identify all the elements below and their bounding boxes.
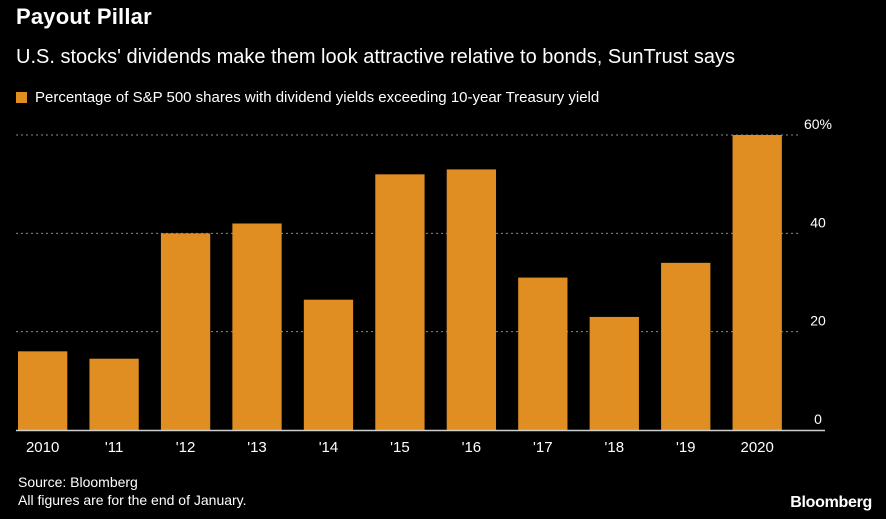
y-tick-label: 20	[810, 313, 826, 329]
x-tick-label: 2010	[26, 439, 59, 456]
bar-14	[303, 299, 354, 430]
bar-15	[375, 174, 425, 430]
x-tick-label: '17	[533, 439, 553, 456]
x-tick-label: '15	[390, 439, 410, 456]
bar-17	[518, 277, 568, 430]
bar-12	[160, 233, 211, 430]
legend-label: Percentage of S&P 500 shares with divide…	[35, 89, 600, 106]
y-tick-label: 0	[814, 411, 822, 427]
x-tick-label: 2020	[741, 439, 774, 456]
y-tick-label: 60%	[804, 116, 832, 132]
bloomberg-logo: Bloomberg	[790, 494, 872, 511]
bar-13	[232, 223, 282, 430]
bar-16	[446, 169, 497, 430]
source-text: Source: Bloomberg	[18, 474, 138, 490]
bar-18	[589, 316, 639, 430]
note-text: All figures are for the end of January.	[18, 492, 247, 508]
x-tick-label: '16	[462, 439, 482, 456]
x-tick-label: '18	[605, 439, 625, 456]
y-tick-label: 40	[810, 214, 826, 230]
x-tick-label: '19	[676, 439, 696, 456]
chart-subtitle: U.S. stocks' dividends make them look at…	[16, 46, 735, 68]
footnote: Source: Bloomberg All figures are for th…	[18, 473, 247, 509]
x-tick-label: '14	[319, 439, 339, 456]
legend-swatch	[16, 92, 27, 103]
x-tick-label: '11	[105, 439, 123, 456]
x-tick-label: '13	[247, 439, 267, 456]
x-tick-label: '12	[176, 439, 196, 456]
bar-2010	[18, 351, 68, 430]
chart-title: Payout Pillar	[16, 4, 152, 29]
bar-19	[661, 262, 711, 430]
bar-11	[89, 358, 139, 430]
legend: Percentage of S&P 500 shares with divide…	[16, 89, 599, 106]
bar-2020	[732, 135, 782, 430]
